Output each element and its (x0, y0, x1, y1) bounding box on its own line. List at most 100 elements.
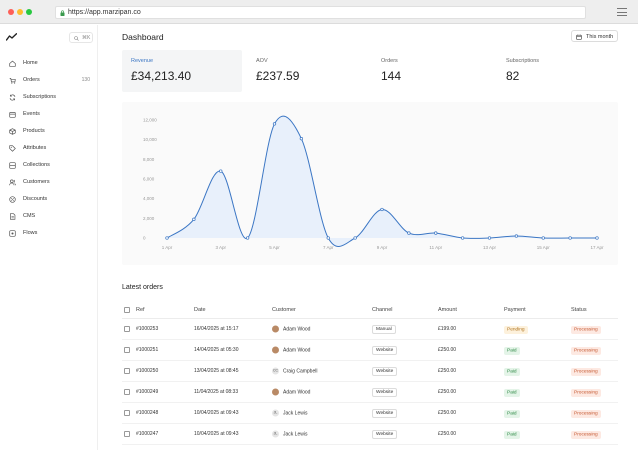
minimize-window-button[interactable] (17, 9, 23, 15)
customers-icon (9, 179, 16, 186)
order-customer[interactable]: Adam Wood (272, 325, 310, 333)
logo-icon[interactable] (6, 33, 17, 41)
maximize-window-button[interactable] (26, 9, 32, 15)
column-header-amount[interactable]: Amount (438, 307, 457, 313)
sidebar-item-flows[interactable]: Flows (0, 227, 98, 241)
table-row[interactable]: #1000248 10/04/2025 at 09:43 JL Jack Lewis W… (122, 403, 618, 424)
customer-name: Adam Wood (283, 347, 311, 353)
column-header-customer[interactable]: Customer (272, 307, 296, 313)
payment-cell: Paid (504, 388, 520, 397)
column-header-date[interactable]: Date (194, 307, 206, 313)
period-select-button[interactable]: This month (571, 30, 618, 42)
order-ref[interactable]: #1000251 (136, 347, 159, 353)
select-all-checkbox[interactable] (124, 307, 130, 313)
x-tick-label: 9 Apr (377, 245, 388, 250)
order-customer[interactable]: JL Jack Lewis (272, 409, 307, 417)
order-amount: £250.00 (438, 410, 457, 416)
chart-point[interactable] (299, 137, 304, 141)
order-customer[interactable]: Adam Wood (272, 388, 311, 396)
sidebar-item-customers[interactable]: Customers (0, 176, 98, 190)
order-ref[interactable]: #1000249 (136, 389, 159, 395)
table-body: #1000253 16/04/2025 at 15:17 Adam Wood Manu… (122, 319, 618, 445)
chart-point[interactable] (487, 236, 492, 240)
stat-value: £34,213.40 (131, 69, 192, 83)
order-date: 10/04/2025 at 09:43 (194, 431, 239, 437)
chart-point[interactable] (219, 169, 223, 173)
order-date: 11/04/2025 at 08:33 (194, 389, 239, 395)
table-row[interactable]: #1000247 10/04/2025 at 09:43 JL Jack Lewis W… (122, 424, 618, 445)
channel-badge: Website (372, 409, 398, 418)
column-header-channel[interactable]: Channel (372, 307, 393, 313)
chart-point[interactable] (514, 234, 519, 238)
collections-icon (9, 162, 16, 169)
chart-point[interactable] (245, 236, 250, 240)
order-ref[interactable]: #1000253 (136, 326, 159, 332)
status-cell: Processing (571, 409, 601, 418)
chart-point[interactable] (326, 236, 330, 240)
column-header-ref[interactable]: Ref (136, 307, 145, 313)
order-customer[interactable]: Adam Wood (272, 346, 311, 354)
table-row[interactable]: #1000250 13/04/2025 at 08:45 CC Craig Campb… (122, 361, 618, 382)
row-checkbox[interactable] (124, 368, 130, 374)
row-checkbox[interactable] (124, 326, 130, 332)
search-button[interactable]: ⌘K (69, 32, 93, 43)
column-header-payment[interactable]: Payment (504, 307, 526, 313)
row-checkbox[interactable] (124, 389, 130, 395)
stat-card-orders[interactable]: Orders 144 (372, 50, 492, 92)
sidebar-item-cms[interactable]: CMS (0, 210, 98, 224)
discounts-icon (9, 196, 16, 203)
home-icon (9, 60, 16, 67)
row-checkbox[interactable] (124, 431, 130, 437)
row-checkbox[interactable] (124, 410, 130, 416)
customer-name: Adam Wood (283, 389, 311, 395)
sidebar-item-products[interactable]: Products (0, 125, 98, 139)
x-tick-label: 15 Apr (537, 245, 551, 250)
table-row[interactable]: #1000253 16/04/2025 at 15:17 Adam Wood Manu… (122, 319, 618, 340)
address-bar[interactable]: https://app.marzipan.co (55, 6, 586, 19)
customer-avatar: JL (272, 430, 279, 438)
chart-point[interactable] (568, 236, 572, 240)
status-badge: Processing (571, 325, 601, 334)
order-amount: £250.00 (438, 347, 457, 353)
chart-point[interactable] (460, 236, 465, 240)
chart-point[interactable] (192, 217, 196, 221)
browser-menu-icon[interactable] (617, 8, 627, 19)
column-header-status[interactable]: Status (571, 307, 587, 313)
x-tick-label: 3 Apr (215, 245, 226, 250)
chart-point[interactable] (434, 231, 438, 235)
channel-badge: Website (372, 367, 398, 376)
order-customer[interactable]: CC Craig Campbell (272, 367, 317, 375)
stat-card-revenue[interactable]: Revenue £34,213.40 (122, 50, 242, 92)
chart-point[interactable] (595, 236, 599, 240)
subscriptions-icon (9, 94, 16, 101)
order-date: 10/04/2025 at 09:43 (194, 410, 239, 416)
sidebar-item-attributes[interactable]: Attributes (0, 142, 98, 156)
sidebar-item-orders[interactable]: Orders 130 (0, 74, 98, 88)
status-cell: Processing (571, 346, 601, 355)
channel-badge: Website (372, 388, 398, 397)
table-row[interactable]: #1000249 11/04/2025 at 08:33 Adam Wood Webs… (122, 382, 618, 403)
stat-label: Orders (381, 58, 398, 64)
chart-point[interactable] (541, 236, 545, 240)
table-row[interactable]: #1000251 14/04/2025 at 05:30 Adam Wood Webs… (122, 340, 618, 361)
order-ref[interactable]: #1000250 (136, 368, 159, 374)
orders-table: Ref Date Customer Channel Amount Payment… (122, 302, 618, 445)
order-customer[interactable]: JL Jack Lewis (272, 430, 307, 438)
stat-card-subscriptions[interactable]: Subscriptions 82 (497, 50, 617, 92)
sidebar-item-collections[interactable]: Collections (0, 159, 98, 173)
sidebar-item-home[interactable]: Home (0, 57, 98, 71)
order-ref[interactable]: #1000247 (136, 431, 159, 437)
chart-point[interactable] (380, 207, 384, 212)
row-checkbox[interactable] (124, 347, 130, 353)
close-window-button[interactable] (8, 9, 14, 15)
orders-count-badge: 130 (81, 77, 90, 83)
stat-card-aov[interactable]: AOV £237.59 (247, 50, 367, 92)
chart-point[interactable] (272, 122, 277, 126)
sidebar-item-discounts[interactable]: Discounts (0, 193, 98, 207)
chart-point[interactable] (353, 236, 357, 240)
sidebar-item-subscriptions[interactable]: Subscriptions (0, 91, 98, 105)
order-ref[interactable]: #1000248 (136, 410, 159, 416)
chart-point[interactable] (407, 231, 411, 235)
sidebar-item-events[interactable]: Events (0, 108, 98, 122)
chart-point[interactable] (165, 236, 169, 240)
